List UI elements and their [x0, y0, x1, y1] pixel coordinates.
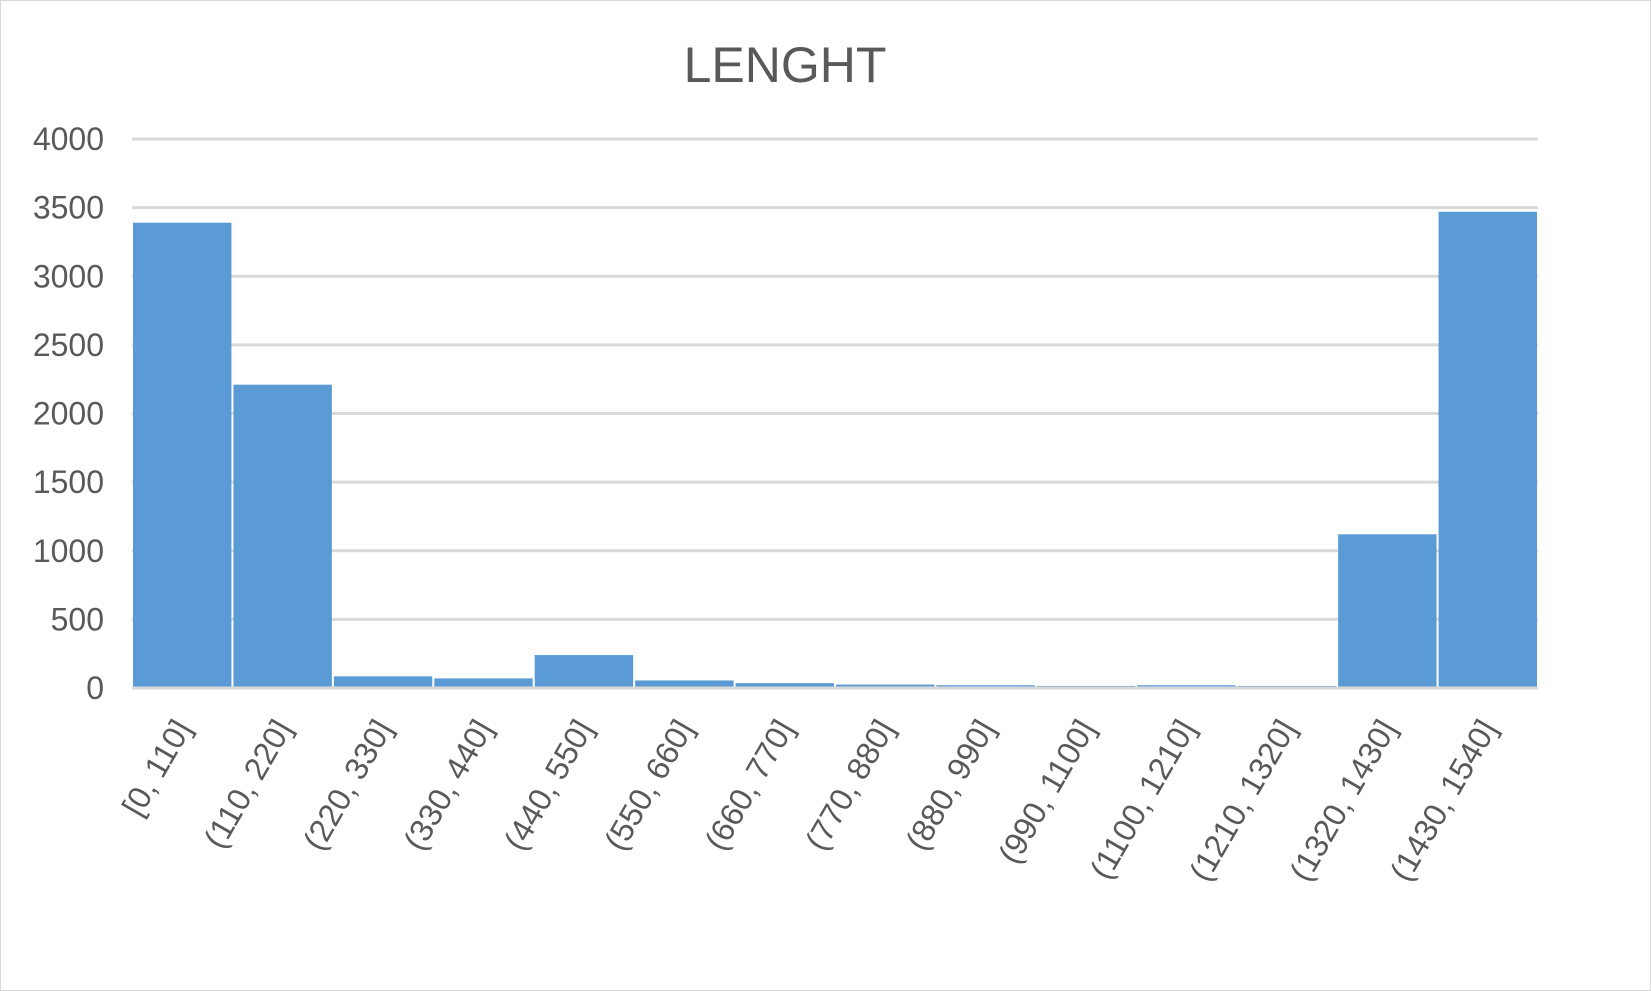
bars [133, 211, 1537, 688]
bar [233, 384, 332, 688]
bar [1438, 211, 1537, 688]
x-category-label: (440, 550] [497, 714, 600, 857]
x-category-label: (330, 440] [396, 714, 499, 857]
y-tick-label: 1500 [33, 464, 104, 500]
x-category-label: (1320, 1430] [1282, 714, 1403, 888]
y-tick-label: 3500 [33, 190, 104, 226]
x-category-label: (770, 880] [798, 714, 901, 857]
bar [434, 678, 533, 688]
x-category-label: (1430, 1540] [1383, 714, 1504, 888]
y-tick-label: 2500 [33, 327, 104, 363]
x-category-label: (550, 660] [597, 714, 700, 857]
chart-title: LENGHT [684, 37, 887, 93]
y-tick-label: 1000 [33, 533, 104, 569]
y-tick-label: 2000 [33, 396, 104, 432]
x-axis-categories: [0, 110](110, 220](220, 330](330, 440](4… [115, 713, 1504, 887]
y-axis-ticks: 0 500 1000 1500 2000 2500 3000 3500 4000 [33, 121, 104, 706]
x-category-label: (880, 990] [898, 713, 1001, 856]
x-category-label: (660, 770] [698, 714, 801, 857]
bar [534, 655, 634, 688]
x-category-label: [0, 110] [115, 714, 198, 822]
y-tick-label: 500 [51, 601, 104, 637]
x-category-label: (1100, 1210] [1083, 714, 1203, 886]
bar [1338, 534, 1437, 688]
x-category-label: (990, 1100] [991, 714, 1102, 870]
gridlines [132, 137, 1538, 621]
bar [735, 683, 834, 688]
y-tick-label: 4000 [33, 121, 104, 157]
bar [836, 684, 935, 688]
bar [133, 222, 232, 688]
y-tick-label: 0 [86, 670, 104, 706]
x-category-label: (110, 220] [197, 714, 299, 855]
x-category-label: (1210, 1320] [1182, 714, 1303, 888]
y-tick-label: 3000 [33, 258, 104, 294]
bar [635, 680, 734, 688]
x-category-label: (220, 330] [296, 714, 399, 857]
bar [333, 676, 433, 688]
